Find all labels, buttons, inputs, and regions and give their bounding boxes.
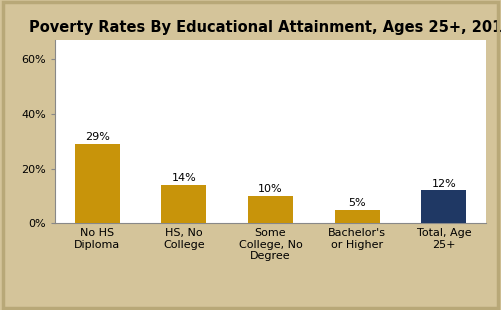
Text: 12%: 12% <box>431 179 456 189</box>
Bar <box>75 144 120 223</box>
Text: 14%: 14% <box>171 173 196 183</box>
Bar <box>161 185 206 223</box>
Text: 29%: 29% <box>85 132 110 142</box>
Text: 10%: 10% <box>258 184 283 194</box>
Bar <box>335 210 380 223</box>
Text: 5%: 5% <box>348 198 366 208</box>
Bar <box>248 196 293 223</box>
Title: Poverty Rates By Educational Attainment, Ages 25+, 2014: Poverty Rates By Educational Attainment,… <box>29 20 501 35</box>
Bar <box>421 190 466 223</box>
